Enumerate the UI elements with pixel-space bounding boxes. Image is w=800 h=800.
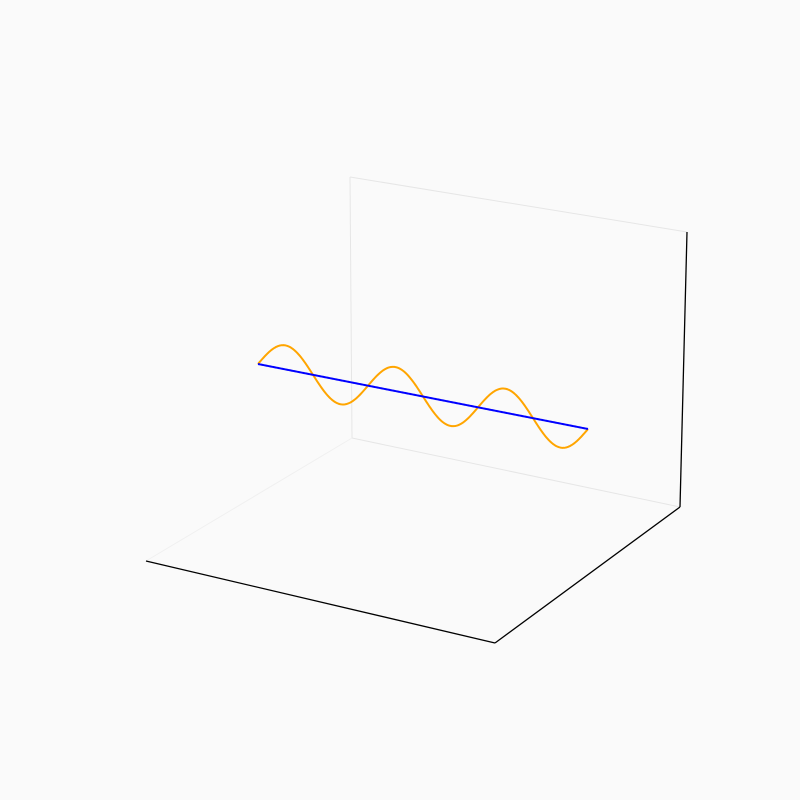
series-layer: [257, 344, 589, 449]
floor-right-axis-line: [494, 506, 681, 644]
series-line-straight: [257, 363, 589, 430]
axes-frame: [145, 176, 688, 644]
right-vertical-axis-line: [679, 231, 688, 508]
back-bottom-edge: [351, 437, 681, 508]
back-top-edge: [349, 176, 688, 233]
floor-back-left-edge: [145, 437, 353, 562]
floor-front-axis-line: [145, 560, 496, 644]
back-left-vertical-edge: [349, 176, 353, 439]
